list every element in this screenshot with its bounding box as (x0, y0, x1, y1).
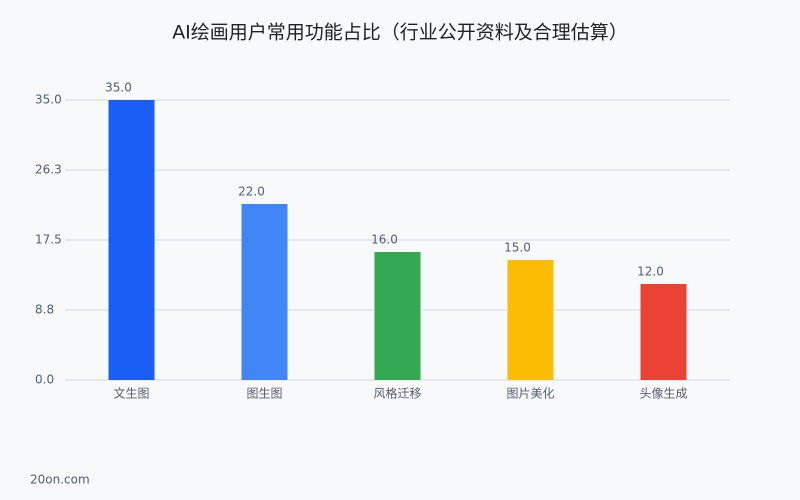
x-tick-label: 文生图 (113, 386, 149, 401)
y-tick-label: 35.0 (35, 93, 62, 107)
value-label: 15.0 (504, 241, 531, 255)
y-tick-label: 0.0 (35, 373, 54, 387)
chart-title: AI绘画用户常用功能占比（行业公开资料及合理估算） (172, 22, 628, 44)
y-tick-label: 8.8 (35, 303, 54, 317)
x-tick-label: 头像生成 (639, 387, 687, 401)
bar (507, 260, 554, 380)
value-label: 22.0 (238, 185, 265, 199)
value-label: 12.0 (637, 265, 664, 279)
value-label: 35.0 (105, 81, 132, 95)
bar (640, 284, 687, 380)
source: 20on.com (30, 473, 90, 487)
x-tick-label: 图生图 (246, 387, 282, 401)
bar (241, 204, 288, 380)
y-tick-label: 17.5 (35, 233, 62, 247)
value-label: 16.0 (371, 233, 398, 247)
bar (108, 100, 155, 380)
x-tick-label: 图片美化 (506, 387, 554, 401)
x-tick-label: 风格迁移 (373, 386, 421, 401)
y-tick-label: 26.3 (35, 163, 62, 177)
bar (374, 252, 421, 380)
